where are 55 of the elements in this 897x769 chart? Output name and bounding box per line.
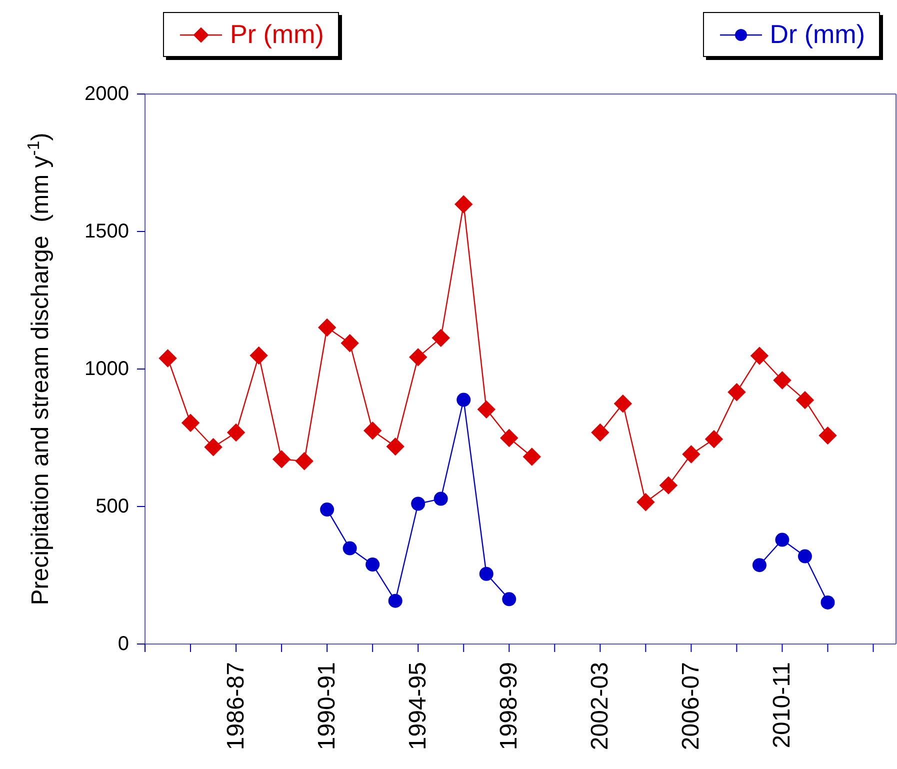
point — [728, 383, 746, 402]
point — [340, 334, 359, 352]
point — [295, 452, 314, 470]
point — [820, 595, 835, 610]
x-tick-label: 2006-07 — [678, 662, 705, 750]
x-tick-label: 2002-03 — [586, 662, 614, 750]
point — [204, 438, 222, 456]
point — [636, 493, 655, 512]
point — [479, 566, 494, 581]
point — [798, 549, 812, 564]
point — [366, 558, 380, 572]
y-tick-label: 0 — [118, 633, 129, 655]
point — [320, 502, 334, 517]
point — [752, 558, 766, 572]
point — [388, 594, 402, 608]
point — [411, 496, 426, 511]
point — [614, 394, 632, 413]
point — [226, 423, 246, 442]
point — [750, 346, 769, 365]
point — [659, 476, 678, 494]
point — [432, 328, 450, 348]
point — [591, 423, 610, 442]
point — [250, 346, 268, 365]
point — [342, 541, 357, 556]
y-tick-label: 1500 — [84, 220, 129, 242]
point — [500, 428, 518, 448]
point — [796, 390, 814, 410]
x-tick-label: 1994-95 — [404, 662, 432, 750]
x-tick-label: 1998-99 — [496, 662, 523, 750]
y-tick-label: 1000 — [84, 358, 129, 380]
point — [318, 318, 336, 337]
legend-label: Pr (mm) — [230, 19, 324, 50]
point — [682, 445, 700, 464]
point — [158, 349, 177, 368]
y-tick-label: 2000 — [84, 83, 129, 105]
point — [818, 426, 837, 445]
x-tick-label: 1990-91 — [314, 662, 341, 750]
x-tick-label: 2010-11 — [768, 662, 796, 748]
point — [454, 195, 473, 214]
point — [477, 400, 496, 419]
point — [181, 414, 200, 432]
point — [704, 430, 724, 448]
point — [272, 450, 291, 468]
point — [775, 532, 790, 547]
point — [408, 348, 428, 366]
legend-label: Dr (mm) — [770, 19, 865, 50]
point — [434, 492, 448, 506]
point — [502, 592, 516, 606]
point — [386, 437, 404, 456]
x-tick-label: 1986-87 — [222, 662, 250, 750]
y-tick-label: 500 — [96, 496, 129, 518]
point — [456, 392, 471, 407]
point — [363, 422, 382, 440]
point — [773, 371, 792, 390]
point — [522, 448, 541, 466]
